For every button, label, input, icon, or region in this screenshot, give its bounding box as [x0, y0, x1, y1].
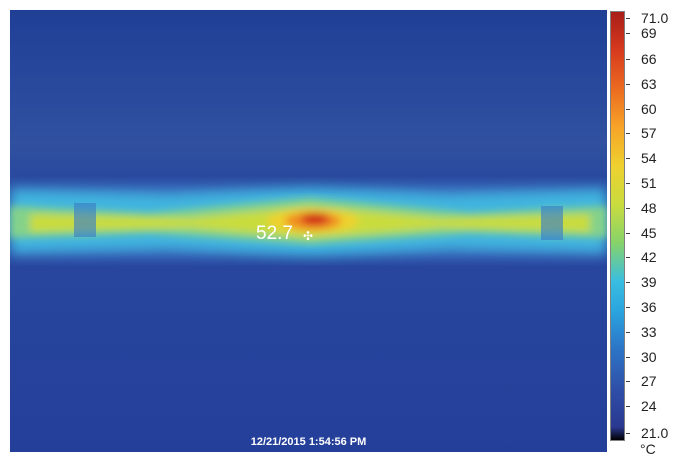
scale-tick-label: 48 — [641, 200, 657, 216]
scale-tick — [626, 357, 630, 358]
crosshair-icon: ✣ — [303, 229, 314, 243]
scale-tick — [626, 33, 630, 34]
color-scale-frame — [610, 11, 625, 441]
scale-tick-label: 69 — [641, 25, 657, 41]
scale-tick — [626, 158, 630, 159]
scale-tick-label: 54 — [641, 150, 657, 166]
scale-tick — [626, 208, 630, 209]
scale-tick-label: 60 — [641, 101, 657, 117]
scale-tick-label: 36 — [641, 299, 657, 315]
scale-tick — [626, 406, 630, 407]
scale-max-label: 71.0 — [641, 10, 669, 26]
thermal-heat-map — [10, 185, 607, 258]
scale-tick-label: 57 — [641, 125, 657, 141]
scale-tick-label: 51 — [641, 175, 657, 191]
scale-tick-label: 66 — [641, 51, 657, 67]
spot-temperature: 52.7 — [256, 223, 293, 244]
scale-tick — [626, 84, 630, 85]
temperature-color-scale — [611, 12, 625, 440]
scale-tick — [626, 381, 630, 382]
scale-tick — [626, 18, 630, 19]
scale-min-label: 21.0 — [641, 425, 669, 441]
scale-tick-label: 27 — [641, 373, 657, 389]
temperature-unit: °C — [640, 441, 656, 457]
scale-tick-label: 45 — [641, 225, 657, 241]
scale-tick — [626, 233, 630, 234]
scale-tick-label: 63 — [641, 76, 657, 92]
scale-tick — [626, 307, 630, 308]
scale-tick — [626, 109, 630, 110]
scale-tick-label: 30 — [641, 349, 657, 365]
scale-tick — [626, 183, 630, 184]
scale-tick — [626, 433, 630, 434]
scale-tick-label: 39 — [641, 274, 657, 290]
scale-tick-label: 42 — [641, 249, 657, 265]
scale-tick — [626, 59, 630, 60]
thermal-image: 52.7 ✣ 12/21/2015 1:54:56 PM — [10, 10, 607, 452]
scale-tick-label: 33 — [641, 324, 657, 340]
scale-tick — [626, 332, 630, 333]
timestamp: 12/21/2015 1:54:56 PM — [250, 436, 367, 448]
scale-tick — [626, 282, 630, 283]
scale-tick-label: 24 — [641, 398, 657, 414]
scale-tick — [626, 257, 630, 258]
scale-tick — [626, 133, 630, 134]
